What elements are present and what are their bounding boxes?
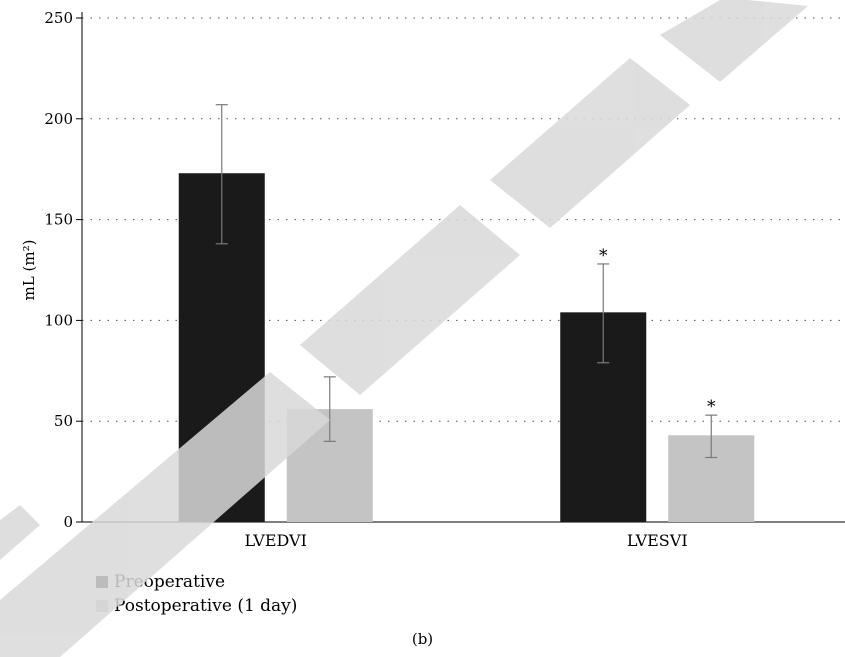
y-axis-label: mL (m²) (20, 240, 38, 301)
x-category-label: LVEDVI (245, 531, 307, 550)
legend-label-postoperative: Postoperative (1 day) (114, 596, 298, 616)
figure-caption: (b) (411, 630, 434, 648)
y-tick-label: 100 (44, 311, 73, 329)
y-tick-label: 250 (44, 9, 73, 27)
legend: Preoperative Postoperative (1 day) (96, 570, 297, 618)
y-tick-label: 150 (44, 211, 73, 229)
legend-swatch-postoperative (96, 600, 108, 612)
legend-item-preoperative: Preoperative (96, 570, 297, 594)
significance-marker: * (707, 397, 716, 417)
y-tick-label: 50 (54, 412, 73, 430)
legend-swatch-preoperative (96, 576, 108, 588)
x-category-label: LVESVI (627, 531, 688, 550)
legend-label-preoperative: Preoperative (114, 572, 225, 592)
y-tick-label: 200 (44, 110, 73, 128)
significance-marker: * (599, 246, 608, 266)
y-tick-label: 0 (63, 513, 73, 531)
legend-item-postoperative: Postoperative (1 day) (96, 594, 297, 618)
